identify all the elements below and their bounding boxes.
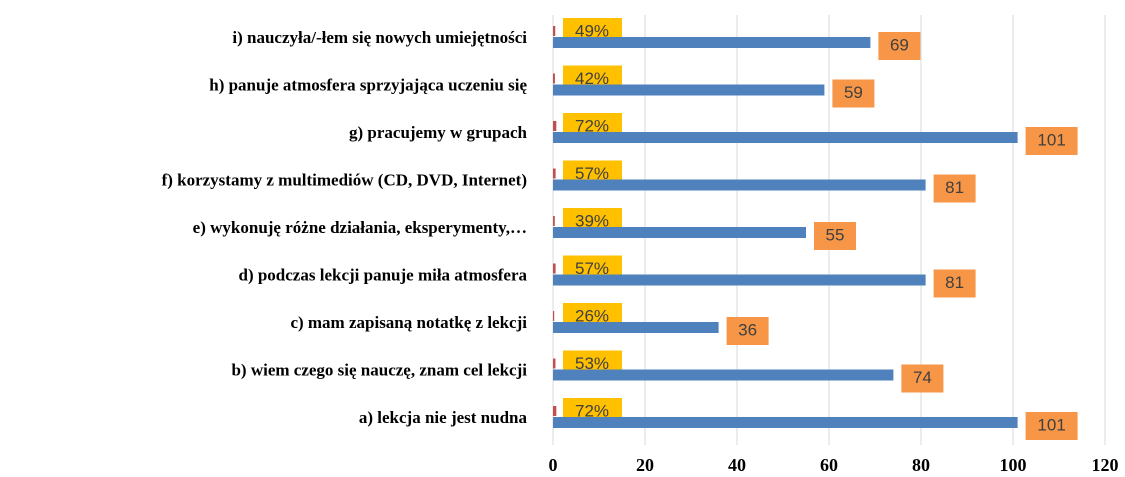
bar [553, 322, 719, 333]
bar [553, 406, 557, 416]
x-tick-label: 40 [728, 455, 746, 475]
data-label: 57% [575, 259, 609, 278]
category-label: a) lekcja nie jest nudna [359, 408, 528, 427]
data-label-box [878, 32, 921, 60]
bar [553, 168, 556, 179]
x-tick-label: 0 [549, 455, 558, 475]
data-label: 72% [575, 116, 609, 135]
data-label-box [814, 222, 856, 250]
bar [553, 132, 1018, 143]
x-tick-label: 100 [1000, 455, 1027, 475]
bar [553, 227, 806, 238]
data-label: 69 [890, 35, 909, 54]
bar [553, 369, 894, 381]
bar [553, 216, 555, 226]
bar [553, 179, 926, 191]
category-label: g) pracujemy w grupach [349, 123, 528, 142]
data-label: 74 [913, 368, 932, 387]
x-tick-label: 120 [1092, 455, 1119, 475]
data-label: 36 [738, 320, 757, 339]
data-label-box [832, 79, 875, 108]
data-label: 81 [945, 178, 964, 197]
data-label: 59 [844, 83, 863, 102]
data-label-box [933, 269, 976, 298]
data-label: 55 [826, 225, 845, 244]
data-label-box [726, 317, 769, 345]
bar [553, 121, 557, 131]
data-label-box [1025, 127, 1078, 155]
bar [553, 274, 926, 286]
category-label: f) korzystamy z multimediów (CD, DVD, In… [162, 170, 527, 189]
category-label: i) nauczyła/-łem się nowych umiejętności [232, 28, 527, 47]
x-tick-label: 80 [912, 455, 930, 475]
data-label: 53% [575, 354, 609, 373]
category-label: c) mam zapisaną notatkę z lekcji [290, 313, 527, 332]
bar [553, 263, 556, 274]
data-label: 39% [575, 211, 609, 230]
data-label: 42% [575, 69, 609, 88]
bar [553, 26, 556, 36]
data-label: 101 [1037, 415, 1065, 434]
x-tick-label: 60 [820, 455, 838, 475]
bar [553, 37, 871, 48]
data-label: 57% [575, 164, 609, 183]
bar [553, 84, 825, 96]
bar [553, 311, 555, 321]
data-label: 101 [1037, 130, 1065, 149]
category-label: e) wykonuję różne działania, eksperyment… [193, 218, 527, 237]
data-label-box [933, 174, 976, 203]
data-label: 49% [575, 21, 609, 40]
data-label-box [901, 364, 944, 393]
category-label: d) podczas lekcji panuje miła atmosfera [238, 265, 527, 284]
data-label-box [1025, 412, 1078, 440]
x-tick-label: 20 [636, 455, 654, 475]
data-label: 72% [575, 401, 609, 420]
bar [553, 417, 1018, 428]
bar [553, 73, 555, 84]
category-label: b) wiem czego się nauczę, znam cel lekcj… [231, 360, 527, 379]
data-label: 81 [945, 273, 964, 292]
bar [553, 358, 556, 369]
data-label: 26% [575, 306, 609, 325]
category-label: h) panuje atmosfera sprzyjająca uczeniu … [209, 75, 527, 94]
